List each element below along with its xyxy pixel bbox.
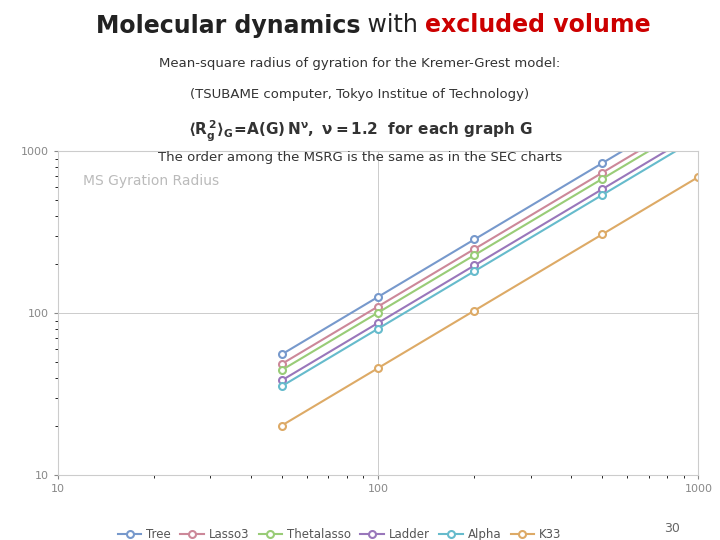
Line: Alpha: Alpha (278, 134, 702, 390)
Text: Molecular dynamics: Molecular dynamics (96, 14, 360, 37)
Text: with: with (360, 14, 426, 37)
Tree (470, 236, 479, 242)
Alpha (277, 383, 286, 389)
Lasso3 (694, 112, 703, 119)
Text: 30: 30 (665, 522, 680, 535)
Thetalasso (374, 309, 382, 316)
Lasso3 (277, 361, 286, 367)
K33 (277, 422, 286, 429)
K33 (374, 365, 382, 372)
Text: The order among the MSRG is the same as in the SEC charts: The order among the MSRG is the same as … (158, 151, 562, 164)
Tree (277, 351, 286, 357)
K33 (694, 174, 703, 180)
Ladder (598, 186, 606, 193)
Ladder (277, 377, 286, 384)
Text: Mean-square radius of gyration for the Kremer-Grest model:: Mean-square radius of gyration for the K… (159, 57, 561, 70)
Alpha (694, 134, 703, 141)
Tree (374, 294, 382, 300)
Alpha (374, 326, 382, 332)
Line: Ladder: Ladder (278, 129, 702, 384)
Lasso3 (470, 246, 479, 252)
Thetalasso (598, 176, 606, 183)
Thetalasso (470, 252, 479, 258)
Alpha (470, 268, 479, 274)
Line: Thetalasso: Thetalasso (278, 118, 702, 374)
Legend: Tree, Lasso3, Thetalasso, Ladder, Alpha, K33: Tree, Lasso3, Thetalasso, Ladder, Alpha,… (113, 523, 566, 540)
Thetalasso (694, 118, 703, 125)
Line: Tree: Tree (278, 102, 702, 358)
Alpha (598, 192, 606, 198)
Text: MS Gyration Radius: MS Gyration Radius (84, 174, 220, 188)
Thetalasso (277, 367, 286, 374)
Text: $\mathbf{\langle}$$\mathbf{R_g^{\,2}\rangle_G\!=\!A(G)\,N^\nu}$$\mathbf{,\ \nu=1: $\mathbf{\langle}$$\mathbf{R_g^{\,2}\ran… (188, 119, 532, 144)
Ladder (470, 262, 479, 269)
Tree (598, 160, 606, 166)
Ladder (374, 320, 382, 326)
K33 (470, 307, 479, 314)
Text: excluded volume: excluded volume (426, 14, 651, 37)
K33 (598, 231, 606, 238)
Tree (694, 103, 703, 109)
Line: Lasso3: Lasso3 (278, 112, 702, 368)
Lasso3 (598, 170, 606, 176)
Text: (TSUBAME computer, Tokyo Institue of Technology): (TSUBAME computer, Tokyo Institue of Tec… (190, 88, 530, 101)
Lasso3 (374, 303, 382, 310)
Ladder (694, 129, 703, 135)
Line: K33: K33 (278, 173, 702, 429)
